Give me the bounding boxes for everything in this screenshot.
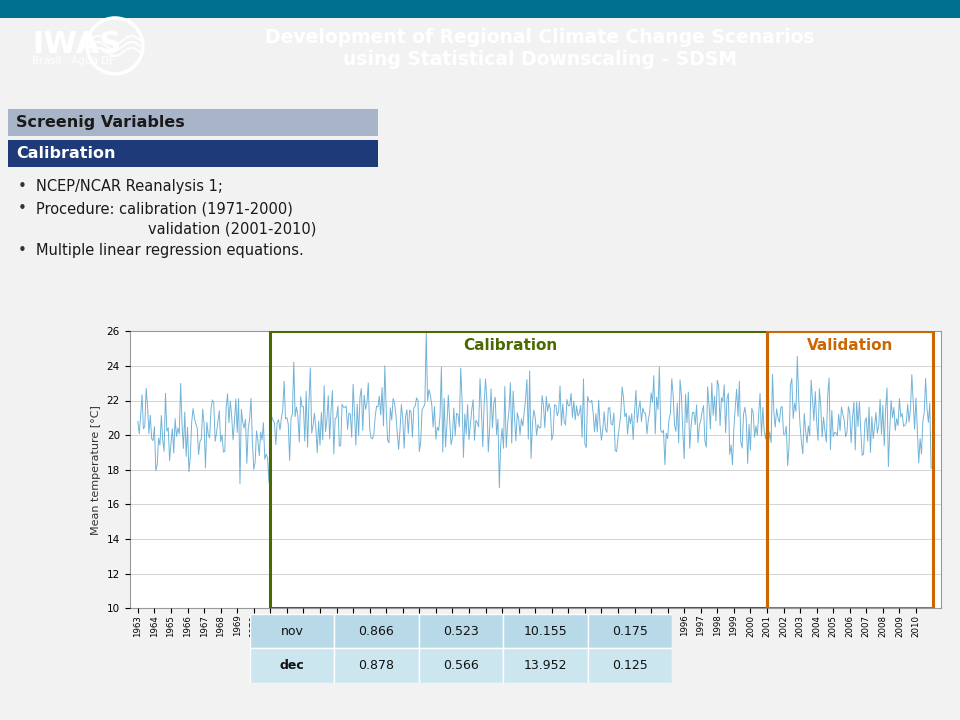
Text: 0.523: 0.523 [443, 625, 479, 638]
Text: •: • [18, 202, 27, 217]
Bar [271, 331, 767, 608]
Bar [8, 140, 378, 167]
Bar [250, 614, 334, 648]
Text: Procedure: calibration (1971-2000): Procedure: calibration (1971-2000) [36, 202, 293, 217]
Text: 13.952: 13.952 [523, 659, 567, 672]
Bar [767, 331, 932, 608]
Bar [588, 648, 672, 683]
Text: •: • [18, 179, 27, 194]
Text: 0.566: 0.566 [443, 659, 479, 672]
Text: Calibration: Calibration [464, 338, 558, 353]
Text: dec: dec [279, 659, 304, 672]
Text: 0.866: 0.866 [358, 625, 395, 638]
Text: Development of Regional Climate Change Scenarios: Development of Regional Climate Change S… [265, 28, 815, 47]
Text: IWAS: IWAS [32, 30, 121, 59]
Text: 0.175: 0.175 [612, 625, 648, 638]
Bar [419, 614, 503, 648]
Bar [334, 648, 419, 683]
Bar [503, 648, 588, 683]
Bar [588, 614, 672, 648]
Bar [334, 614, 419, 648]
Text: 0.878: 0.878 [358, 659, 395, 672]
Bar [0, 0, 960, 18]
Text: 0.125: 0.125 [612, 659, 648, 672]
Text: nov: nov [280, 625, 303, 638]
Text: Brasil · Água DF: Brasil · Água DF [32, 54, 115, 66]
Bar [250, 648, 334, 683]
Text: •: • [18, 243, 27, 258]
Y-axis label: Mean temperature [°C]: Mean temperature [°C] [91, 405, 101, 535]
Text: Validation: Validation [806, 338, 893, 353]
Bar [503, 614, 588, 648]
Bar [8, 109, 378, 136]
Text: Calibration: Calibration [16, 146, 115, 161]
Text: using Statistical Downscaling - SDSM: using Statistical Downscaling - SDSM [343, 50, 737, 69]
Text: Screenig Variables: Screenig Variables [16, 115, 184, 130]
Text: validation (2001-2010): validation (2001-2010) [148, 222, 317, 236]
Bar [419, 648, 503, 683]
Text: Multiple linear regression equations.: Multiple linear regression equations. [36, 243, 303, 258]
Text: 10.155: 10.155 [523, 625, 567, 638]
Text: NCEP/NCAR Reanalysis 1;: NCEP/NCAR Reanalysis 1; [36, 179, 223, 194]
